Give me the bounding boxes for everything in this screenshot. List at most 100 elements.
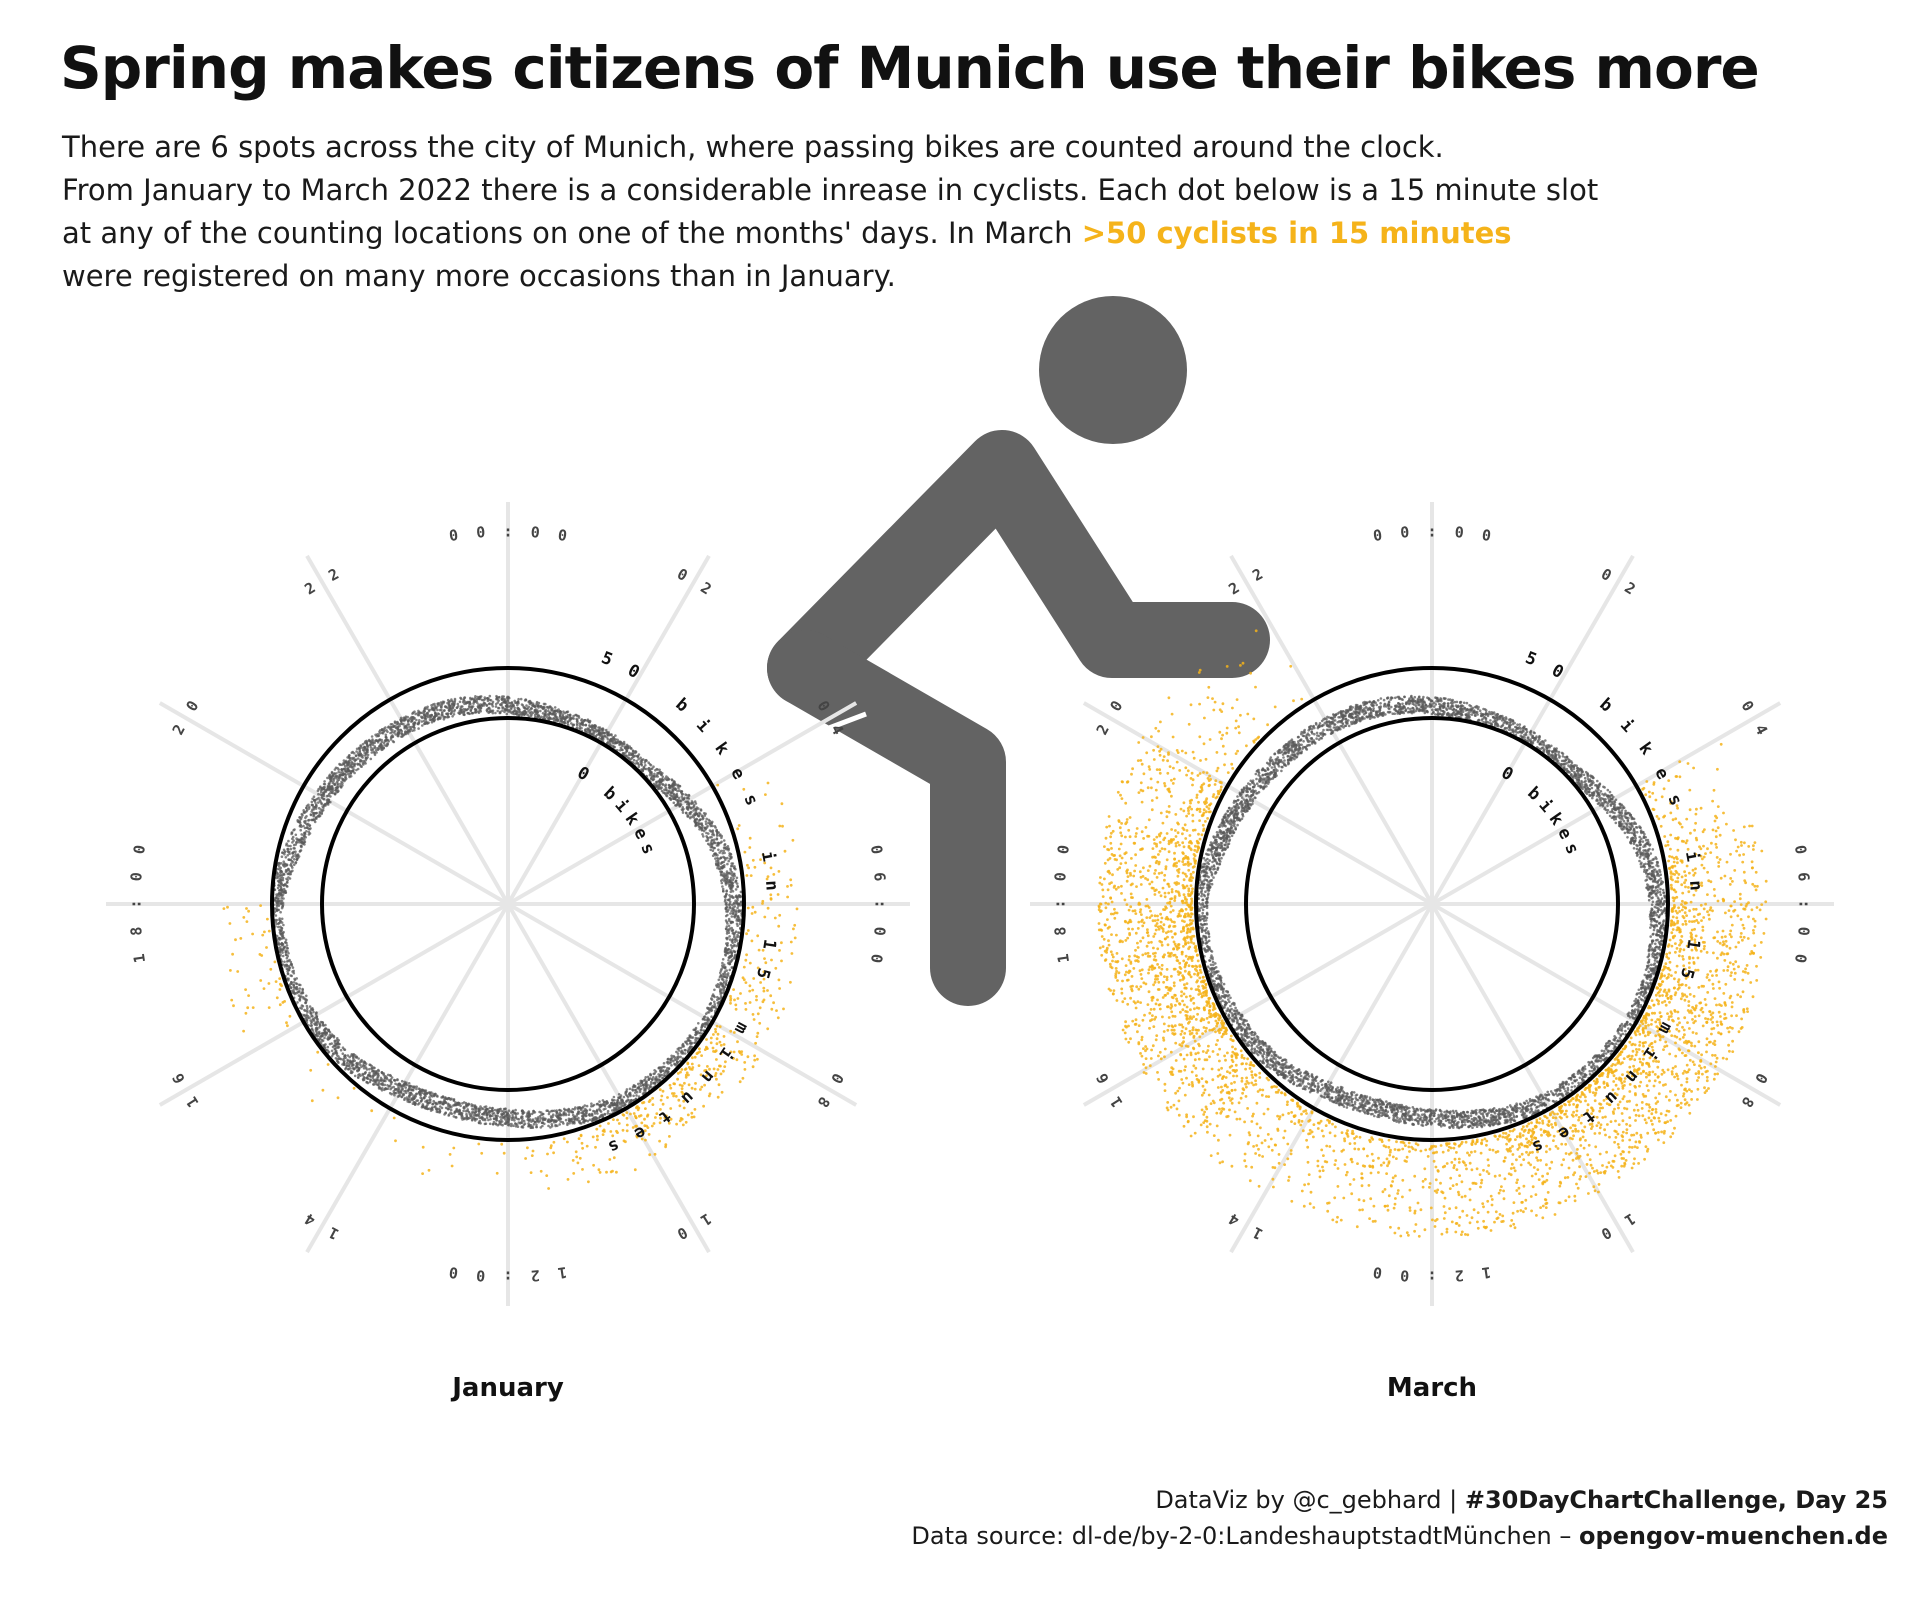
- dot-below-50: [401, 1084, 405, 1087]
- dot-below-50: [585, 1111, 588, 1115]
- dot-below-50: [662, 1062, 666, 1065]
- dot-below-50: [710, 843, 713, 846]
- dot-below-50: [516, 706, 519, 710]
- dot-below-50: [519, 697, 523, 701]
- dot-below-50: [281, 954, 285, 958]
- hour-tick-label-char: 0: [674, 565, 690, 585]
- dot-below-50: [543, 712, 547, 716]
- dot-below-50: [564, 1118, 568, 1122]
- dot-below-50: [517, 1118, 521, 1121]
- dot-below-50: [279, 871, 282, 874]
- dot-below-50: [368, 1071, 371, 1075]
- dot-below-50: [712, 1006, 716, 1009]
- dot-below-50: [722, 846, 726, 849]
- dot-below-50: [340, 769, 344, 772]
- dot-below-50: [424, 722, 427, 725]
- dot-below-50: [325, 1033, 328, 1036]
- dot-below-50: [634, 751, 637, 754]
- dot-below-50: [402, 722, 405, 726]
- dot-below-50: [713, 988, 716, 992]
- dot-below-50: [347, 761, 351, 764]
- dot-below-50: [312, 818, 316, 821]
- dot-below-50: [582, 1109, 585, 1113]
- dot-below-50: [350, 1064, 354, 1068]
- dot-below-50: [400, 1079, 404, 1083]
- dot-below-50: [655, 1077, 658, 1080]
- grid-spoke: [305, 902, 510, 1254]
- dot-below-50: [303, 838, 306, 841]
- dot-below-50: [406, 729, 410, 733]
- dot-below-50: [307, 819, 310, 822]
- dot-below-50: [621, 748, 624, 752]
- dot-below-50: [528, 711, 532, 715]
- dot-below-50: [462, 699, 465, 702]
- dot-below-50: [366, 1076, 369, 1079]
- dot-below-50: [346, 766, 350, 770]
- dot-below-50: [735, 895, 738, 898]
- dot-below-50: [292, 847, 296, 850]
- dot-below-50: [542, 702, 546, 706]
- dot-below-50: [311, 1029, 315, 1032]
- dot-below-50: [489, 1114, 493, 1118]
- dot-below-50: [392, 725, 395, 728]
- dot-below-50: [497, 699, 501, 702]
- dot-below-50: [376, 748, 380, 751]
- dot-below-50: [384, 1079, 387, 1083]
- dot-below-50: [276, 897, 280, 901]
- dot-below-50: [420, 716, 424, 720]
- dot-below-50: [521, 1111, 524, 1115]
- dot-below-50: [314, 1029, 318, 1033]
- dot-below-50: [711, 833, 714, 836]
- dot-below-50: [403, 1080, 407, 1084]
- dot-below-50: [296, 1001, 299, 1004]
- dot-below-50: [408, 1091, 411, 1095]
- dot-below-50: [422, 1092, 426, 1095]
- dot-below-50: [682, 797, 686, 801]
- dot-below-50: [563, 1108, 567, 1112]
- dot-below-50: [353, 762, 357, 765]
- dot-below-50: [673, 797, 677, 800]
- dot-below-50: [549, 1115, 553, 1118]
- dot-below-50: [711, 854, 715, 857]
- dot-below-50: [402, 1092, 406, 1096]
- dot-below-50: [733, 901, 736, 905]
- dot-below-50: [474, 1113, 478, 1117]
- dot-below-50: [700, 822, 704, 825]
- dot-below-50: [281, 894, 284, 898]
- dot-below-50: [645, 1080, 648, 1083]
- dot-below-50: [500, 698, 504, 702]
- dot-below-50: [671, 779, 674, 782]
- dot-below-50: [711, 993, 715, 996]
- dot-below-50: [282, 923, 285, 927]
- dot-below-50: [536, 715, 539, 719]
- dot-below-50: [277, 865, 281, 868]
- dot-below-50: [649, 1085, 653, 1088]
- dot-below-50: [324, 1023, 327, 1027]
- dot-below-50: [365, 757, 368, 760]
- dot-below-50: [586, 1119, 590, 1123]
- dot-below-50: [494, 1116, 498, 1120]
- hour-tick-label-char: 2: [697, 578, 714, 598]
- dot-below-50: [353, 1074, 357, 1078]
- dot-below-50: [364, 753, 368, 756]
- dot-below-50: [352, 752, 356, 755]
- chart-title: Spring makes citizens of Munich use thei…: [60, 34, 1760, 102]
- dot-below-50: [370, 1064, 374, 1068]
- dot-below-50: [670, 1054, 673, 1058]
- dot-below-50: [505, 708, 509, 712]
- dot-below-50: [736, 885, 739, 889]
- dot-below-50: [523, 706, 526, 709]
- subtitle-line-4: were registered on many more occasions t…: [62, 259, 896, 293]
- dot-below-50: [590, 1119, 594, 1123]
- dot-below-50: [306, 1006, 309, 1010]
- dot-below-50: [707, 832, 710, 835]
- dot-below-50: [707, 1017, 710, 1021]
- dot-below-50: [420, 720, 424, 723]
- dot-below-50: [328, 774, 331, 778]
- dot-below-50: [480, 698, 484, 702]
- dot-below-50: [507, 1109, 511, 1112]
- dot-below-50: [362, 1067, 366, 1070]
- dot-below-50: [721, 885, 724, 888]
- dot-below-50: [578, 722, 581, 725]
- dot-below-50: [603, 1104, 607, 1108]
